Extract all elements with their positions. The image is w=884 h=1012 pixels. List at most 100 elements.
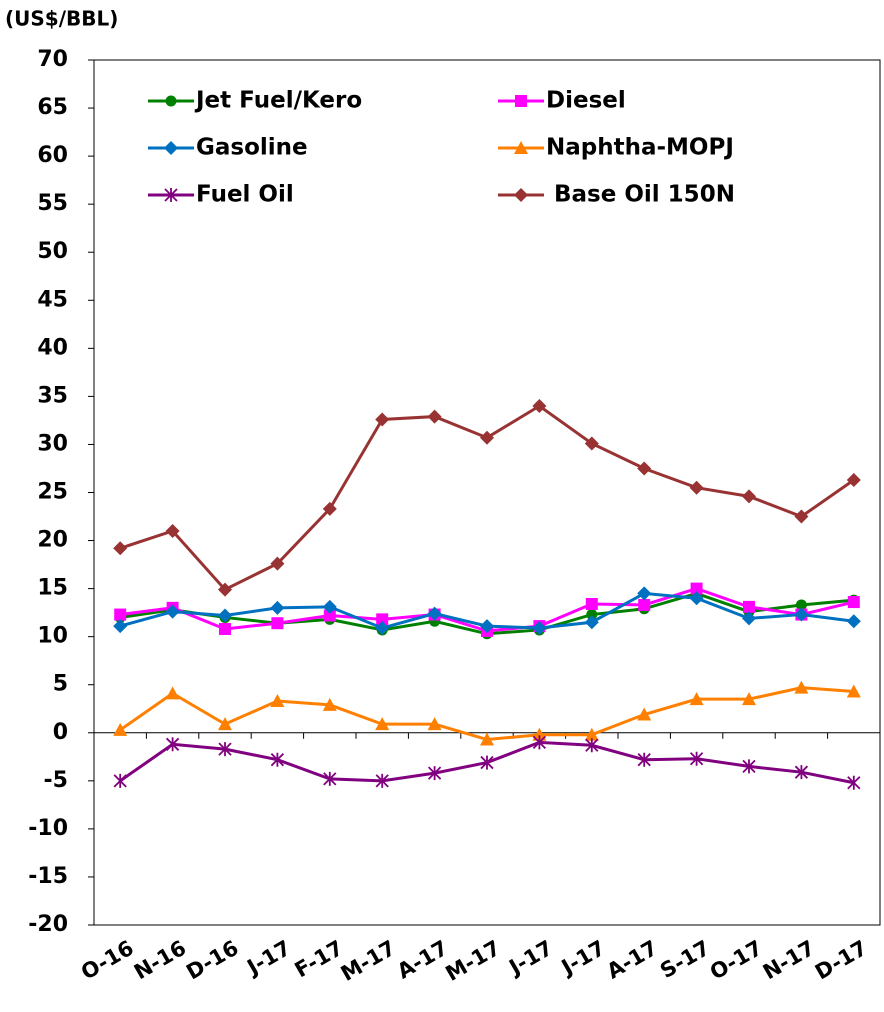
marker	[585, 597, 598, 610]
marker	[375, 412, 390, 427]
marker	[165, 604, 180, 619]
marker	[113, 722, 128, 736]
y-tick-label: 5	[53, 672, 68, 697]
marker	[480, 732, 494, 746]
marker	[113, 619, 128, 634]
marker	[637, 461, 652, 476]
marker	[794, 509, 809, 524]
marker	[165, 523, 180, 538]
x-tick-label: M-17	[442, 936, 505, 986]
legend-label: Base Oil 150N	[546, 182, 735, 208]
marker	[270, 556, 285, 571]
y-tick-label: 40	[37, 335, 68, 360]
marker	[689, 692, 704, 706]
marker	[480, 430, 494, 445]
marker	[271, 617, 284, 630]
marker	[532, 727, 547, 741]
marker	[847, 596, 860, 609]
marker	[375, 717, 390, 731]
marker	[846, 614, 861, 629]
marker	[219, 622, 231, 635]
marker	[742, 611, 756, 626]
y-tick-label: -5	[44, 768, 68, 793]
legend-label: Jet Fuel/Kero	[194, 88, 362, 114]
legend-label: Gasoline	[196, 135, 308, 161]
x-tick-label: M-17	[337, 936, 400, 986]
marker	[322, 697, 337, 711]
marker	[165, 686, 180, 700]
y-tick-label: 35	[37, 383, 68, 408]
marker	[637, 752, 651, 767]
y-tick-label: 20	[37, 528, 68, 553]
y-tick-label: -15	[28, 864, 68, 889]
marker	[690, 582, 703, 595]
marker	[689, 480, 704, 495]
x-tick-label: A-17	[393, 936, 452, 984]
marker	[427, 766, 442, 781]
x-tick-label: N-16	[130, 936, 190, 985]
marker	[743, 600, 755, 613]
marker	[164, 188, 178, 202]
marker	[270, 752, 285, 767]
marker	[514, 188, 528, 202]
marker	[270, 600, 285, 615]
marker	[164, 141, 178, 155]
marker	[515, 95, 527, 107]
marker	[322, 599, 337, 614]
x-tick-label: A-17	[603, 936, 662, 984]
marker	[218, 742, 232, 757]
x-tick-label: J-17	[242, 936, 295, 981]
x-tick-label: F-17	[291, 936, 348, 983]
y-tick-label: 10	[37, 624, 68, 649]
marker	[376, 613, 389, 626]
marker	[375, 773, 389, 788]
marker	[689, 751, 704, 766]
marker	[375, 621, 390, 636]
x-tick-label: O-16	[77, 936, 138, 985]
x-tick-label: J-17	[556, 936, 609, 981]
x-tick-label: S-17	[656, 936, 714, 983]
legend-label: Naphtha-MOPJ	[546, 135, 734, 161]
y-axis-label: (US$/BBL)	[5, 7, 118, 31]
marker	[165, 737, 180, 752]
marker	[270, 694, 285, 708]
x-tick-label: J-17	[504, 936, 557, 981]
y-tick-label: 25	[37, 480, 68, 505]
marker	[218, 717, 232, 731]
marker	[323, 771, 337, 786]
marker	[584, 615, 599, 630]
marker	[847, 775, 861, 790]
marker	[514, 141, 528, 154]
x-tick-label: D-17	[811, 936, 871, 985]
y-tick-label: 70	[37, 47, 68, 72]
marker	[689, 591, 704, 606]
marker	[638, 598, 651, 611]
series-line	[119, 686, 854, 742]
marker	[794, 680, 809, 694]
marker	[427, 717, 442, 731]
y-tick-label: 65	[37, 95, 68, 120]
marker	[218, 608, 232, 623]
y-tick-label: 0	[53, 720, 68, 745]
y-tick-label: 60	[37, 143, 68, 168]
marker	[846, 473, 861, 488]
marker	[165, 95, 177, 107]
marker	[322, 501, 337, 516]
marker	[742, 759, 756, 774]
marker	[742, 489, 756, 504]
marker	[427, 606, 442, 621]
y-tick-label: 15	[37, 576, 68, 601]
y-tick-label: 55	[37, 191, 68, 216]
marker	[114, 608, 127, 621]
x-tick-label: O-17	[706, 936, 767, 985]
y-tick-label: 45	[37, 287, 68, 312]
y-tick-label: -20	[28, 912, 68, 937]
marker	[532, 621, 547, 636]
marker	[637, 707, 652, 721]
legend-label: Diesel	[546, 88, 626, 114]
marker	[323, 609, 336, 622]
marker	[532, 399, 547, 413]
y-tick-label: 30	[37, 431, 68, 456]
x-tick-label: D-16	[182, 936, 242, 985]
